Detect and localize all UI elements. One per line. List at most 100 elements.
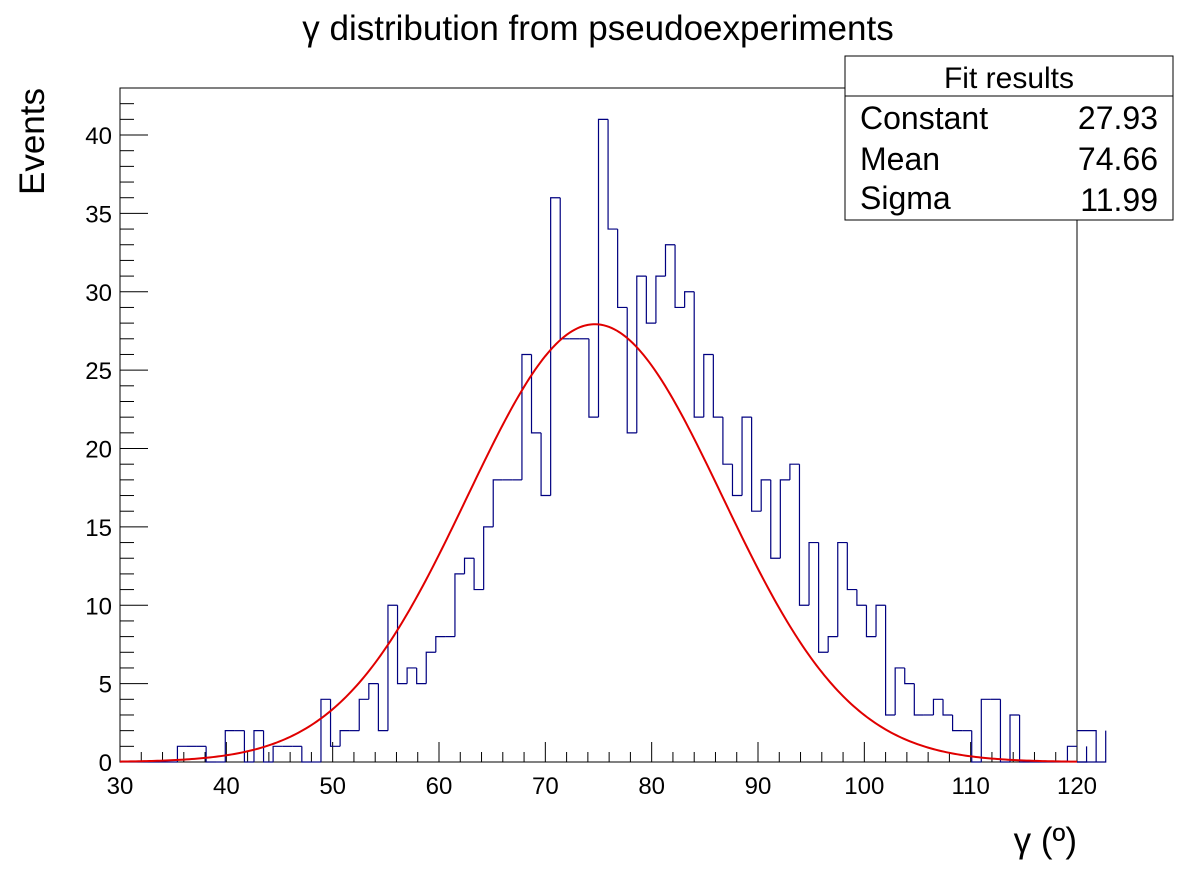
histogram-bin xyxy=(597,118,609,418)
histogram-bin xyxy=(636,275,647,433)
fit-curve xyxy=(119,323,1078,763)
fit-results-frame xyxy=(844,55,1174,221)
y-tick-label: 35 xyxy=(85,201,112,228)
histogram-bin xyxy=(942,699,953,716)
histogram-bin xyxy=(416,667,427,685)
histogram-bin xyxy=(205,746,216,763)
histogram-bin xyxy=(703,353,714,418)
histogram-bin xyxy=(1018,714,1030,763)
histogram-bin xyxy=(818,542,829,653)
x-tick-label: 110 xyxy=(952,773,990,800)
y-tick-label: 5 xyxy=(99,672,112,699)
histogram-bin xyxy=(779,479,790,559)
chart-title: γ distribution from pseudoexperiments xyxy=(302,9,893,48)
histogram-bin xyxy=(243,730,254,763)
fit-results-box: Fit results Constant 27.93 Mean 74.66 Si… xyxy=(844,55,1174,221)
histogram-bin xyxy=(262,730,274,763)
histogram-bin xyxy=(473,558,484,591)
y-tick-label: 40 xyxy=(85,123,112,150)
fit-sigma-label: Sigma xyxy=(860,180,951,216)
histogram-bin xyxy=(492,479,503,527)
histogram-bin xyxy=(894,667,905,715)
x-axis-label: γ (º) xyxy=(1014,821,1077,860)
histogram-bin xyxy=(913,683,924,716)
histogram-bin xyxy=(980,698,991,762)
histogram-bin xyxy=(865,605,877,638)
x-tick-label: 40 xyxy=(213,773,240,800)
histogram-bin xyxy=(617,229,628,309)
histogram-bin xyxy=(358,698,369,731)
histogram-bin xyxy=(550,197,561,496)
fit-constant-label: Constant xyxy=(860,100,988,136)
histogram-bin xyxy=(741,416,752,496)
histogram-bin xyxy=(301,746,312,763)
histogram-bin xyxy=(674,244,685,309)
histogram-bin xyxy=(951,714,963,732)
histogram-bin xyxy=(588,338,599,418)
y-tick-label: 20 xyxy=(85,437,112,464)
histogram-bin xyxy=(645,276,656,324)
y-tick-label: 30 xyxy=(85,280,112,307)
histogram-bin xyxy=(904,667,915,685)
y-tick-label: 25 xyxy=(85,358,112,385)
x-tick-label: 70 xyxy=(532,773,559,800)
histogram-bin xyxy=(329,699,341,747)
histogram-bin xyxy=(827,636,838,653)
histogram-bin xyxy=(387,604,398,731)
fit-mean-value: 74.66 xyxy=(1078,141,1158,177)
x-tick-label: 100 xyxy=(844,773,884,800)
histogram-bin xyxy=(1009,714,1020,762)
y-tick-label: 15 xyxy=(85,515,112,542)
histogram-bin xyxy=(521,353,532,480)
x-tick-label: 120 xyxy=(1057,773,1097,800)
histogram-bin xyxy=(932,698,944,715)
histogram-bin xyxy=(760,479,771,512)
histogram-bin xyxy=(463,557,475,574)
histogram-bin xyxy=(540,432,551,497)
histogram-bin xyxy=(693,291,704,418)
histogram-bin xyxy=(320,698,331,762)
histogram-bin xyxy=(751,417,762,512)
x-tick-label: 50 xyxy=(319,773,346,800)
histogram-bin xyxy=(406,667,417,684)
y-axis-label: Events xyxy=(13,88,52,195)
histogram-bin xyxy=(971,730,982,763)
histogram-bin xyxy=(712,354,723,418)
histogram-bin xyxy=(856,589,867,606)
histogram-bin xyxy=(626,307,637,434)
fit-results-title: Fit results xyxy=(944,62,1074,95)
histogram-bin xyxy=(1077,730,1097,762)
fit-sigma-value: 11.99 xyxy=(1080,182,1158,218)
x-tick-label: 60 xyxy=(426,773,453,800)
histogram-bin xyxy=(664,244,676,277)
histogram-bin xyxy=(798,464,810,606)
histogram-bin xyxy=(272,745,283,762)
histogram-bin xyxy=(454,573,465,637)
x-tick-label: 90 xyxy=(745,773,772,800)
histogram-bin xyxy=(999,699,1011,763)
histogram-bin xyxy=(808,541,819,606)
histogram-bin xyxy=(1066,745,1077,762)
histogram-bin xyxy=(377,683,388,732)
histogram-bin xyxy=(837,541,848,637)
fit-mean-label: Mean xyxy=(860,141,940,177)
histogram-bin xyxy=(885,605,896,716)
histogram-bin xyxy=(722,417,733,465)
histogram-bin xyxy=(368,683,379,700)
fit-constant-value: 27.93 xyxy=(1078,100,1158,136)
histogram-bin xyxy=(684,291,695,308)
y-tick-label: 10 xyxy=(85,593,112,620)
histogram-bin xyxy=(176,745,187,762)
x-tick-label: 80 xyxy=(638,773,665,800)
x-tick-label: 30 xyxy=(107,773,134,800)
histogram-bin xyxy=(789,463,800,480)
histogram-bin xyxy=(770,479,781,559)
histogram-bin xyxy=(655,275,666,324)
gaussian-fit-series xyxy=(119,323,1078,763)
histogram-bin xyxy=(435,636,446,653)
histogram-bin xyxy=(607,119,618,230)
axes: 30 40 50 60 70 80 90 100 110 120 0 5 10 15 20 25 30 35 40 xyxy=(85,87,1097,800)
plot-frame xyxy=(119,87,1078,763)
histogram-bin xyxy=(425,651,436,684)
